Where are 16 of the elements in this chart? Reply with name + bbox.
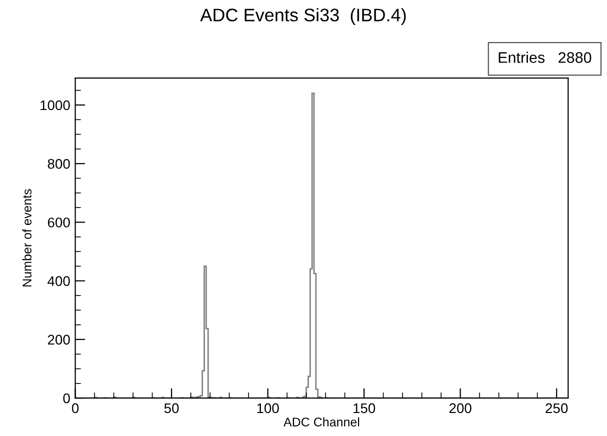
x-axis-title: ADC Channel [284, 417, 360, 426]
y-tick-label: 400 [48, 276, 70, 286]
y-tick-label: 0 [63, 393, 70, 404]
x-tick-label: 150 [354, 403, 376, 414]
y-tick-label: 600 [48, 218, 70, 228]
x-tick-label: 250 [546, 403, 568, 414]
x-tick-label: 100 [257, 403, 279, 414]
y-tick-label: 200 [48, 334, 70, 345]
x-tick-label: 0 [72, 403, 79, 414]
y-tick-label: 800 [48, 158, 70, 169]
y-axis-title: Number of events [22, 189, 32, 286]
text: Entries 2880 [498, 52, 592, 63]
x-tick-label: 50 [164, 403, 179, 414]
chart-title: ADC Events Si33 (IBD.4) [200, 8, 406, 25]
x-tick-label: 200 [449, 403, 472, 414]
y-tick-label: 1000 [40, 100, 70, 110]
